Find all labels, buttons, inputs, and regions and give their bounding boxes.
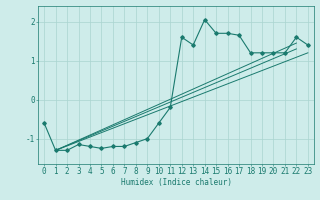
X-axis label: Humidex (Indice chaleur): Humidex (Indice chaleur) (121, 178, 231, 187)
